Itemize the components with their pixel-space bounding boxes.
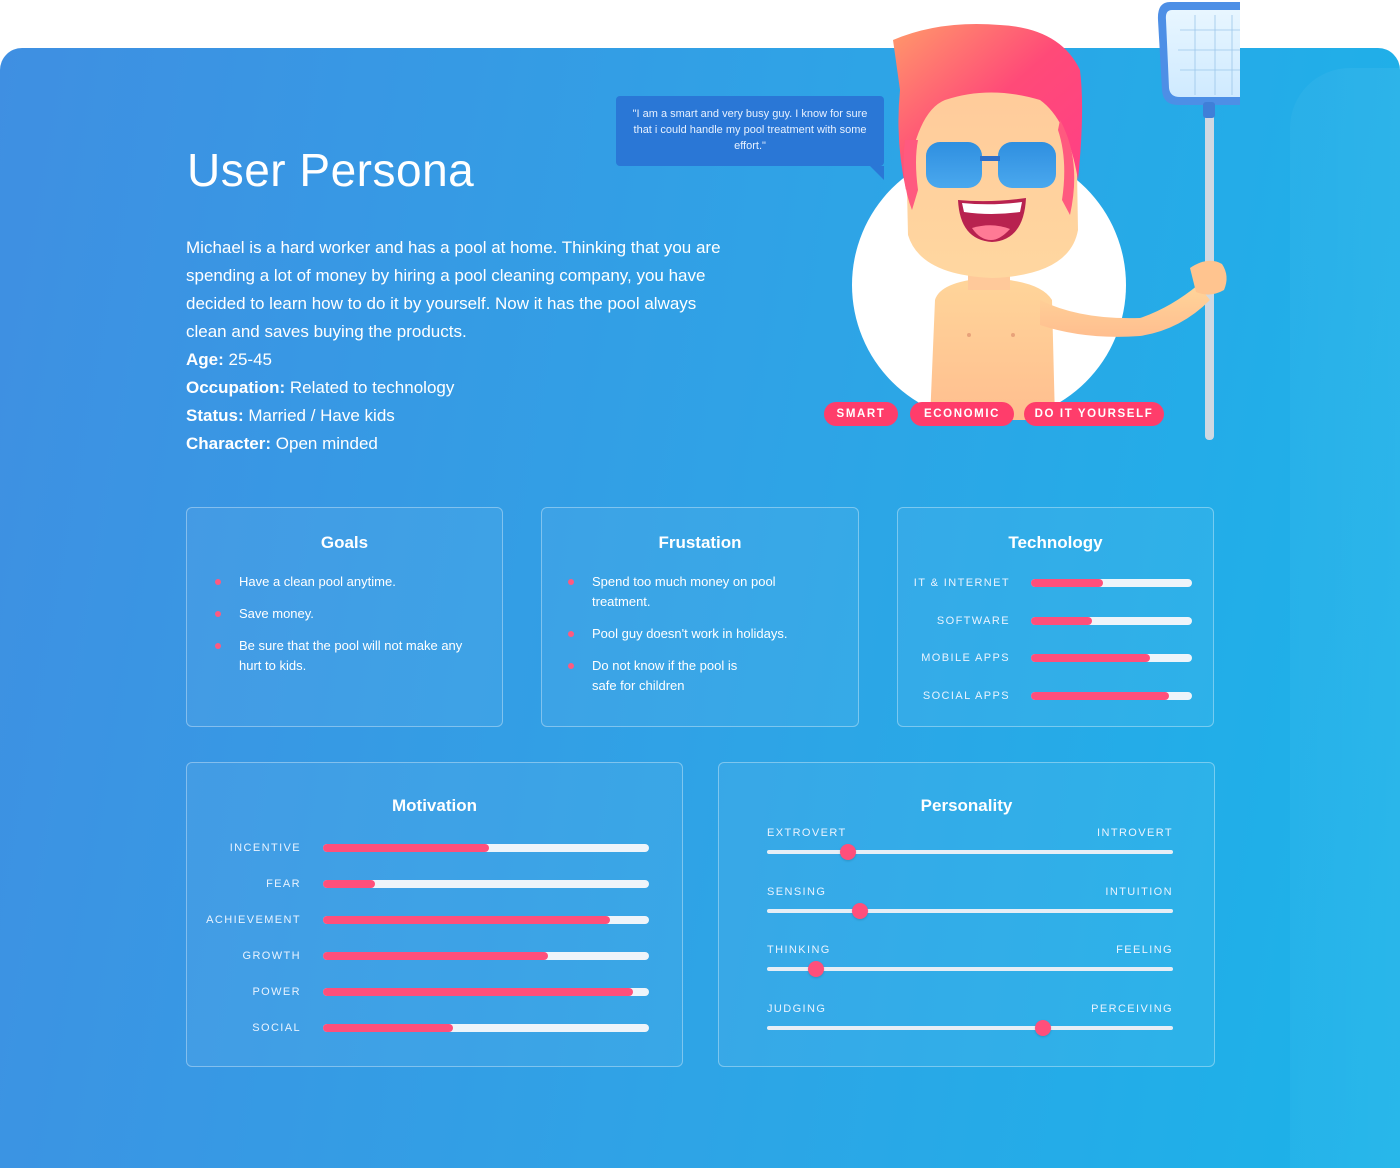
detail-status: Status: Married / Have kids bbox=[186, 406, 395, 425]
technology-card: Technology IT & INTERNET SOFTWARE MOBILE A… bbox=[897, 507, 1214, 727]
bar-label: GROWTH bbox=[242, 950, 301, 962]
slider-judging-perceiving[interactable]: JUDGING PERCEIVING bbox=[767, 1003, 1173, 1043]
slider-track[interactable] bbox=[767, 967, 1173, 971]
goal-item: Save money. bbox=[215, 604, 485, 624]
bar-row-growth: GROWTH bbox=[187, 949, 301, 963]
slider-sensing-intuition[interactable]: SENSING INTUITION bbox=[767, 886, 1173, 926]
bar-track bbox=[323, 880, 649, 888]
bar-fill bbox=[1031, 691, 1170, 700]
detail-age: Age: 25-45 bbox=[186, 350, 272, 369]
frustration-title: Frustation bbox=[658, 533, 742, 552]
bar-fill bbox=[323, 1024, 454, 1032]
detail-character: Character: Open minded bbox=[186, 434, 378, 453]
motivation-card: Motivation INCENTIVE FEAR ACHIEVEMENT GROWT… bbox=[186, 762, 683, 1067]
slider-left-label: JUDGING bbox=[767, 1002, 827, 1015]
slider-knob[interactable] bbox=[852, 902, 869, 919]
bar-track bbox=[323, 916, 649, 924]
slider-knob[interactable] bbox=[1035, 1019, 1052, 1036]
bar-track bbox=[1031, 654, 1192, 662]
slider-right-label: FEELING bbox=[1116, 944, 1173, 956]
frustration-item: Do not know if the pool is safe for chil… bbox=[568, 656, 752, 696]
tag-smart: SMART bbox=[824, 402, 898, 426]
panel-shade bbox=[1290, 68, 1400, 1168]
bar-fill bbox=[323, 952, 548, 960]
personality-card: Personality EXTROVERT INTROVERT SENSING INT… bbox=[718, 762, 1215, 1067]
slider-left-label: SENSING bbox=[767, 885, 827, 898]
bar-fill bbox=[1031, 654, 1151, 662]
bar-fill bbox=[323, 988, 633, 996]
bar-track bbox=[1031, 616, 1192, 625]
technology-title: Technology bbox=[1008, 533, 1103, 552]
bar-track bbox=[323, 952, 649, 960]
bar-track bbox=[1031, 579, 1192, 587]
frustration-card: Frustation Spend too much money on pool … bbox=[541, 507, 859, 727]
detail-occupation: Occupation: Related to technology bbox=[186, 378, 455, 397]
frustration-item: Spend too much money on pool treatment. bbox=[568, 572, 823, 612]
bar-row-power: POWER bbox=[187, 985, 301, 999]
frustration-list: Spend too much money on pool treatment. … bbox=[568, 572, 823, 708]
bar-row-social-apps: SOCIAL APPS bbox=[898, 689, 1010, 703]
personality-title: Personality bbox=[920, 796, 1013, 815]
slider-left-label: EXTROVERT bbox=[767, 827, 847, 839]
persona-quote: "I am a smart and very busy guy. I know … bbox=[616, 96, 884, 180]
bar-row-mobile-apps: MOBILE APPS bbox=[898, 651, 1010, 665]
page-title: User Persona bbox=[187, 144, 475, 196]
motivation-title: Motivation bbox=[392, 796, 477, 815]
bar-label: IT & INTERNET bbox=[913, 577, 1010, 589]
slider-extrovert-introvert[interactable]: EXTROVERT INTROVERT bbox=[767, 827, 1173, 867]
bar-label: ACHIEVEMENT bbox=[206, 914, 301, 926]
bar-track bbox=[323, 1024, 649, 1032]
slider-knob[interactable] bbox=[840, 844, 857, 860]
bar-track bbox=[323, 988, 649, 996]
persona-avatar-illustration bbox=[852, 2, 1240, 440]
bar-label: MOBILE APPS bbox=[921, 652, 1010, 664]
bar-label: POWER bbox=[252, 986, 301, 998]
goals-title: Goals bbox=[320, 533, 369, 552]
tag-do-it-yourself: DO IT YOURSELF bbox=[1024, 402, 1164, 426]
bar-fill bbox=[323, 916, 610, 924]
bar-row-it-internet: IT & INTERNET bbox=[898, 576, 1010, 590]
bar-fill bbox=[1031, 579, 1104, 587]
goals-card: Goals Have a clean pool anytime. Save mo… bbox=[186, 507, 503, 727]
bar-label: SOFTWARE bbox=[936, 614, 1010, 627]
slider-track[interactable] bbox=[767, 850, 1173, 854]
slider-right-label: PERCEIVING bbox=[1091, 1002, 1173, 1015]
slider-track[interactable] bbox=[767, 908, 1173, 913]
goal-item: Be sure that the pool will not make any … bbox=[215, 636, 485, 676]
bar-row-incentive: INCENTIVE bbox=[187, 841, 301, 855]
slider-track[interactable] bbox=[767, 1025, 1173, 1030]
slider-thinking-feeling[interactable]: THINKING FEELING bbox=[767, 944, 1173, 984]
persona-description: Michael is a hard worker and has a pool … bbox=[186, 234, 726, 458]
bar-track bbox=[323, 844, 649, 852]
bar-label: SOCIAL APPS bbox=[922, 689, 1010, 702]
bar-row-social: SOCIAL bbox=[187, 1021, 301, 1035]
slider-right-label: INTUITION bbox=[1105, 885, 1173, 898]
bar-fill bbox=[1031, 616, 1093, 625]
bar-fill bbox=[323, 844, 490, 852]
goal-item: Have a clean pool anytime. bbox=[215, 572, 485, 592]
bar-label: FEAR bbox=[266, 878, 301, 890]
description-text: Michael is a hard worker and has a pool … bbox=[186, 238, 721, 341]
bar-row-fear: FEAR bbox=[187, 877, 301, 891]
bar-label: SOCIAL bbox=[252, 1022, 301, 1034]
persona-panel bbox=[0, 48, 1400, 1168]
bar-fill bbox=[323, 880, 376, 888]
tag-economic: ECONOMIC bbox=[910, 402, 1014, 426]
goals-list: Have a clean pool anytime. Save money. B… bbox=[215, 572, 485, 688]
slider-knob[interactable] bbox=[807, 961, 824, 977]
bar-label: INCENTIVE bbox=[229, 842, 301, 854]
slider-right-label: INTROVERT bbox=[1097, 827, 1173, 839]
bar-row-achievement: ACHIEVEMENT bbox=[187, 913, 301, 927]
bar-track bbox=[1031, 691, 1192, 700]
frustration-item: Pool guy doesn't work in holidays. bbox=[568, 624, 823, 644]
slider-left-label: THINKING bbox=[767, 944, 831, 956]
bar-row-software: SOFTWARE bbox=[898, 614, 1010, 628]
